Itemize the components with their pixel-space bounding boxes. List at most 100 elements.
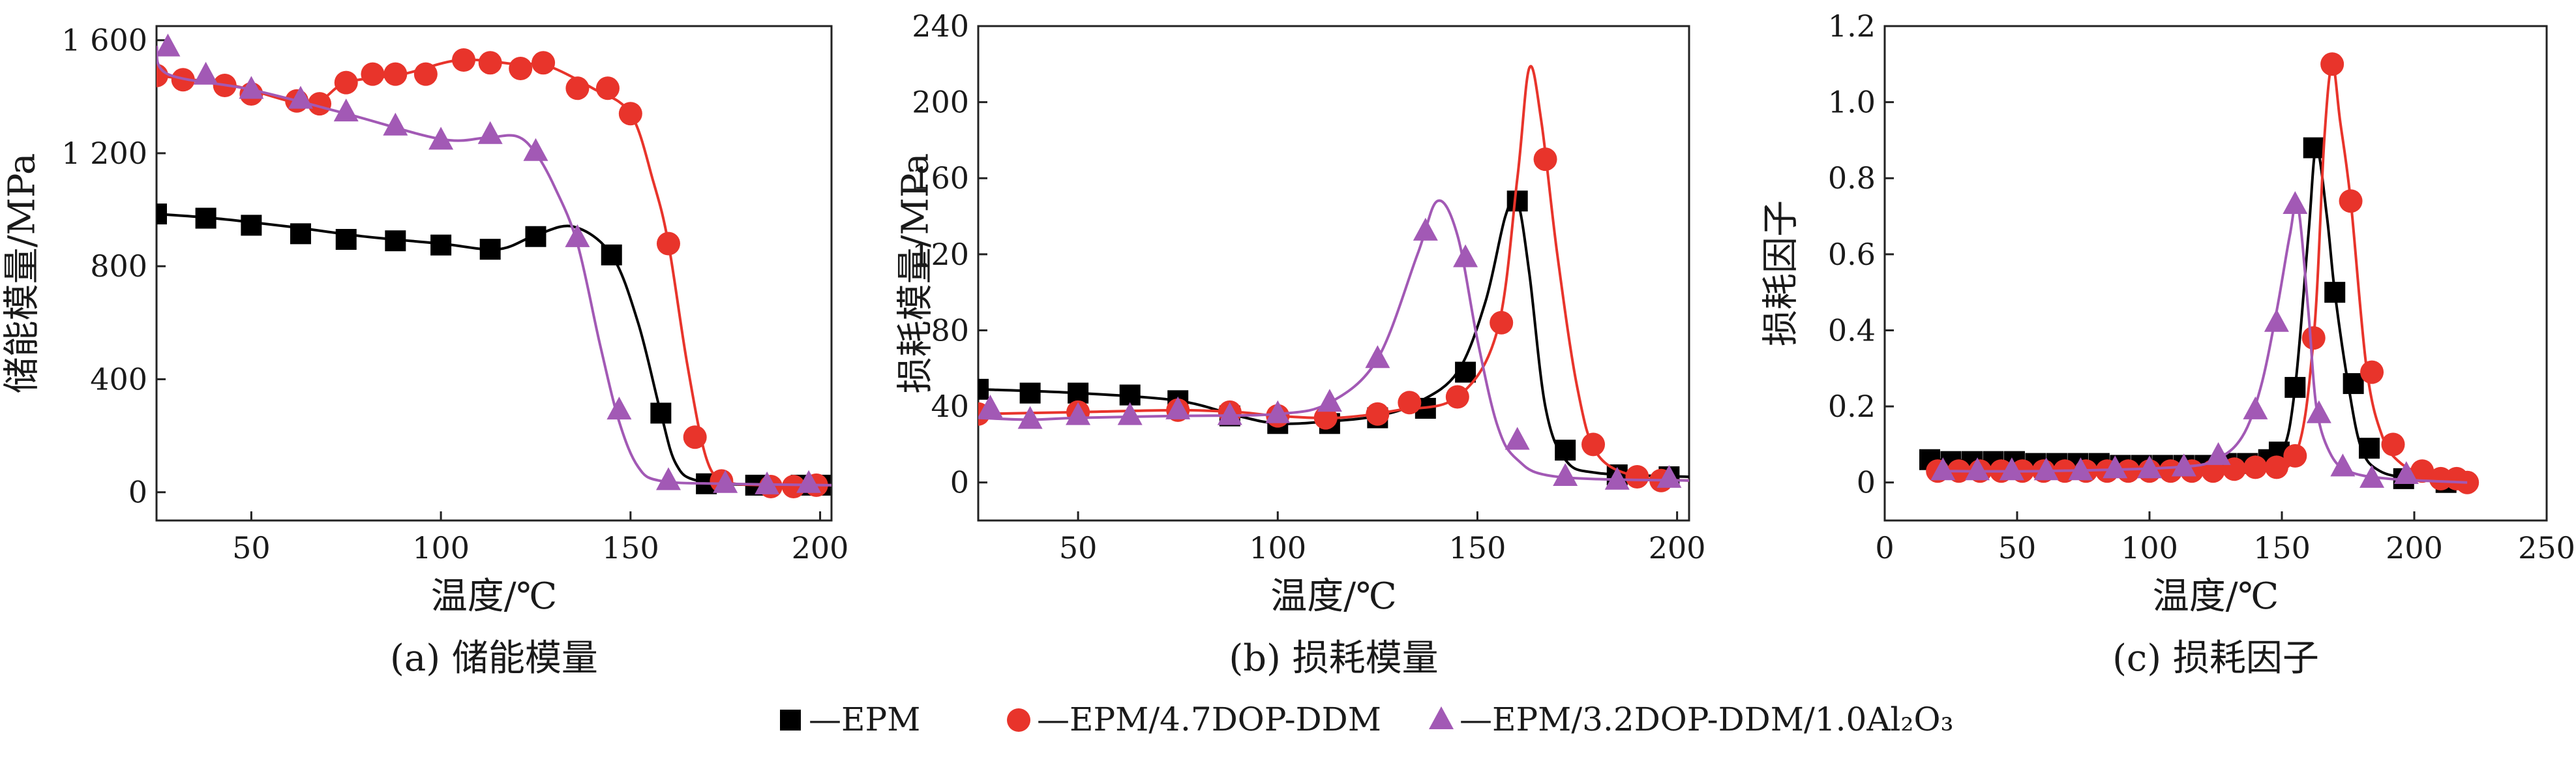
data-point (978, 394, 1003, 417)
x-tick-label: 150 (602, 530, 659, 565)
series-line (1929, 146, 2468, 484)
x-tick-label: 200 (1649, 530, 1706, 565)
data-point (2359, 464, 2385, 488)
data-point (1066, 402, 1091, 425)
data-point (2171, 453, 2196, 477)
x-axis-title: 温度/℃ (2153, 575, 2279, 618)
legend-marker (1429, 706, 1454, 729)
data-point (601, 244, 622, 265)
data-point (333, 98, 359, 122)
y-tick-label: 160 (912, 160, 969, 196)
x-tick-label: 200 (2386, 530, 2443, 565)
legend-item: —EPM/4.7DOP-DDM (1007, 701, 1381, 738)
data-point (509, 56, 533, 80)
data-point (2393, 461, 2419, 485)
series-2 (978, 65, 1689, 492)
series-3 (1930, 191, 2468, 488)
data-point (1625, 464, 1649, 489)
data-point (2320, 52, 2344, 76)
data-point (2301, 326, 2326, 350)
y-axis-title: 损耗因子 (1760, 200, 1803, 346)
data-point (1117, 402, 1143, 425)
data-point (430, 234, 452, 256)
data-point (656, 232, 680, 256)
data-point (385, 230, 406, 252)
panel-caption: (a) 储能模量 (390, 637, 598, 680)
data-point (2201, 459, 2225, 483)
x-tick-label: 50 (1059, 530, 1098, 565)
y-tick-label: 80 (931, 312, 969, 348)
data-point (2306, 400, 2331, 423)
data-point (2137, 455, 2162, 479)
x-tick-label: 150 (1449, 530, 1506, 565)
data-point (157, 204, 167, 225)
y-tick-label: 0.4 (1828, 312, 1876, 348)
data-point (1553, 462, 1578, 486)
data-point (1604, 466, 1630, 490)
x-tick-label: 150 (2253, 530, 2311, 565)
y-tick-label: 1 200 (61, 136, 147, 171)
series-2 (1926, 52, 2479, 494)
series-line (1938, 200, 2468, 484)
y-tick-label: 1.2 (1828, 8, 1876, 44)
data-point (361, 62, 385, 86)
data-point (1165, 396, 1191, 419)
data-point (525, 226, 547, 247)
data-point (239, 76, 264, 99)
panel-caption: (b) 损耗模量 (1229, 637, 1438, 680)
y-tick-label: 0.6 (1828, 237, 1876, 272)
chart-panel-3: 0 50 100 150 200 250 0 0.2 0.4 0.6 0.8 1.0 1.2 温度/℃ 损耗… (1760, 8, 2575, 680)
data-point (1265, 400, 1291, 423)
plot-frame (1883, 25, 2548, 522)
legend-label: —EPM (809, 701, 920, 738)
data-point (1445, 385, 1469, 409)
data-point (335, 229, 357, 250)
data-point (683, 425, 707, 449)
data-point (523, 138, 548, 161)
data-point (978, 378, 989, 400)
data-point (2410, 459, 2434, 483)
y-tick-label: 0 (950, 465, 969, 500)
data-point (2360, 360, 2384, 384)
data-point (1413, 217, 1438, 241)
data-point (1119, 384, 1141, 406)
data-point (308, 92, 332, 116)
series-line (157, 45, 831, 487)
panel-caption: (c) 损耗因子 (2112, 637, 2319, 680)
data-point (595, 76, 620, 100)
x-tick-label: 100 (2121, 530, 2178, 565)
data-point (1533, 147, 1557, 172)
data-point (2324, 282, 2346, 303)
chart-panel-2: 50 100 150 200 0 40 80 120 160 200 240 温度/℃ 损耗模量/MPa… (895, 8, 1706, 680)
data-point (478, 51, 502, 75)
y-tick-label: 200 (912, 85, 969, 120)
series-2 (157, 48, 831, 499)
y-tick-label: 0.2 (1828, 389, 1876, 424)
legend: —EPM —EPM/4.7DOP-DDM —EPM/3.2DOP-DDM/1.0Al… (780, 701, 1954, 738)
x-tick-label: 50 (1998, 530, 2037, 565)
data-point (1490, 310, 1514, 335)
data-point (565, 224, 590, 247)
data-point (2339, 189, 2363, 213)
data-point (1506, 190, 1528, 212)
y-tick-label: 120 (912, 237, 969, 272)
data-point (157, 33, 181, 57)
series-line (1938, 63, 2468, 484)
data-point (1217, 402, 1242, 425)
data-point (2068, 457, 2093, 481)
data-point (1555, 440, 1576, 461)
data-point (2343, 373, 2364, 395)
data-point (1581, 432, 1606, 457)
data-point (157, 63, 168, 87)
data-point (334, 70, 358, 95)
x-tick-label: 50 (232, 530, 271, 565)
data-point (2283, 191, 2308, 215)
data-point (655, 467, 681, 490)
data-point (2264, 455, 2288, 479)
data-point (1019, 382, 1041, 404)
data-point (1068, 382, 1089, 404)
data-point (2303, 137, 2324, 158)
x-tick-label: 250 (2518, 530, 2575, 565)
data-point (477, 121, 503, 144)
data-point (2206, 442, 2231, 465)
